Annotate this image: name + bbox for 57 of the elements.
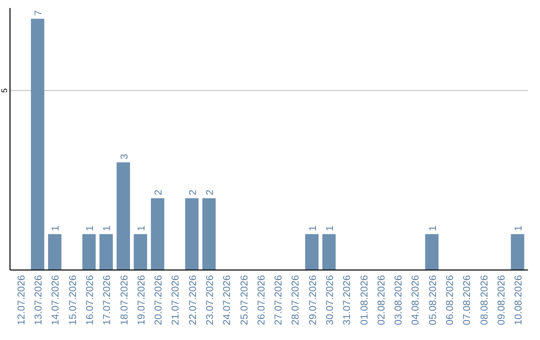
x-tick-label: 23.07.2026 xyxy=(205,274,216,326)
data-label: 3 xyxy=(119,153,130,160)
x-tick-label: 30.07.2026 xyxy=(324,274,336,326)
bar xyxy=(134,234,148,270)
x-tick-label: 22.07.2026 xyxy=(188,274,199,326)
data-label: 1 xyxy=(136,225,148,232)
x-tick-label: 25.07.2026 xyxy=(239,274,250,326)
x-tick-label: 14.07.2026 xyxy=(50,274,62,326)
x-tick-label: 20.07.2026 xyxy=(154,274,165,326)
data-label: 1 xyxy=(514,225,525,232)
data-label: 2 xyxy=(188,189,199,196)
x-tick-label: 10.08.2026 xyxy=(514,274,525,326)
data-label: 7 xyxy=(34,10,45,16)
x-tick-label: 05.08.2026 xyxy=(428,274,439,326)
data-label: 2 xyxy=(154,189,165,196)
x-tick-label: 07.08.2026 xyxy=(462,274,474,326)
data-label: 1 xyxy=(428,225,439,232)
x-tick-label: 19.07.2026 xyxy=(136,274,148,326)
x-tick-label: 29.07.2026 xyxy=(308,274,319,326)
bar xyxy=(322,234,336,270)
bar xyxy=(116,162,130,270)
x-tick-label: 17.07.2026 xyxy=(102,274,114,326)
x-tick-label: 27.07.2026 xyxy=(274,274,285,326)
x-tick-label: 26.07.2026 xyxy=(256,274,268,326)
data-label: 1 xyxy=(308,225,319,232)
x-tick-label: 16.07.2026 xyxy=(85,274,96,326)
x-tick-label: 09.08.2026 xyxy=(496,274,508,326)
x-tick-label: 21.07.2026 xyxy=(170,274,182,326)
x-tick-label: 18.07.2026 xyxy=(119,274,130,326)
data-label: 2 xyxy=(205,189,216,196)
bar xyxy=(425,234,439,270)
y-tick-label: 5 xyxy=(0,88,9,93)
data-label: 1 xyxy=(85,225,96,232)
x-tick-label: 04.08.2026 xyxy=(410,274,422,326)
x-tick-label: 01.08.2026 xyxy=(359,274,370,326)
bar xyxy=(150,198,164,270)
data-label: 1 xyxy=(50,225,62,232)
data-label: 1 xyxy=(324,225,336,232)
x-tick-label: 03.08.2026 xyxy=(394,274,405,326)
bar xyxy=(305,234,319,270)
x-tick-label: 08.08.2026 xyxy=(479,274,490,326)
data-label: 1 xyxy=(102,225,114,232)
bar xyxy=(202,198,216,270)
x-tick-label: 02.08.2026 xyxy=(376,274,388,326)
x-tick-label: 06.08.2026 xyxy=(444,274,456,326)
bar xyxy=(48,234,62,270)
x-tick-label: 13.07.2026 xyxy=(34,274,45,326)
x-tick-label: 31.07.2026 xyxy=(342,274,354,326)
x-tick-label: 15.07.2026 xyxy=(68,274,79,326)
bar xyxy=(82,234,96,270)
bar xyxy=(30,18,44,270)
x-tick-label: 24.07.2026 xyxy=(222,274,234,326)
x-tick-label: 12.07.2026 xyxy=(16,274,28,326)
bar xyxy=(510,234,524,270)
x-tick-label: 28.07.2026 xyxy=(290,274,302,326)
bar xyxy=(99,234,113,270)
bar xyxy=(185,198,199,270)
